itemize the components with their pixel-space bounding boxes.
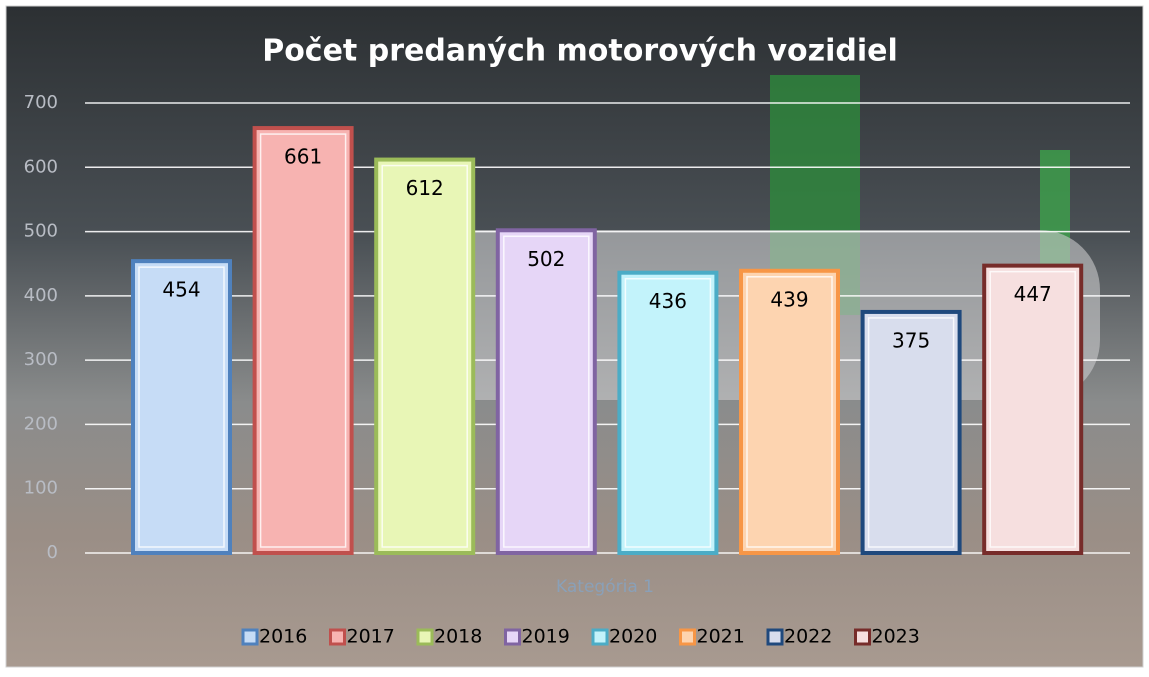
- bar: [619, 273, 716, 553]
- y-tick-label: 600: [24, 156, 58, 177]
- data-label: 612: [406, 176, 444, 200]
- data-label: 436: [649, 289, 687, 313]
- y-tick-label: 0: [47, 542, 58, 563]
- y-tick-label: 300: [24, 349, 58, 370]
- y-tick-label: 100: [24, 478, 58, 499]
- y-tick-label: 700: [24, 92, 58, 113]
- legend-swatch: [681, 630, 695, 644]
- legend-swatch: [856, 630, 870, 644]
- legend-label: 2017: [347, 626, 395, 648]
- legend-label: 2016: [259, 626, 307, 648]
- bar: [984, 266, 1081, 553]
- legend-label: 2019: [522, 626, 570, 648]
- data-label: 447: [1014, 282, 1052, 306]
- y-tick-label: 200: [24, 413, 58, 434]
- bar: [133, 261, 230, 553]
- bar: [376, 160, 473, 553]
- legend-swatch: [768, 630, 782, 644]
- bar: [498, 230, 595, 553]
- y-tick-label: 400: [24, 285, 58, 306]
- chart: Počet predaných motorových vozidiel Kate…: [0, 0, 1149, 673]
- legend-label: 2022: [784, 626, 832, 648]
- bar: [255, 128, 352, 553]
- legend-swatch: [593, 630, 607, 644]
- data-label: 661: [284, 145, 322, 169]
- chart-title: Počet predaných motorových vozidiel: [262, 34, 898, 69]
- y-tick-label: 500: [24, 221, 58, 242]
- legend-swatch: [243, 630, 257, 644]
- legend-label: 2020: [609, 626, 657, 648]
- legend-label: 2023: [872, 626, 920, 648]
- data-label: 454: [162, 278, 200, 302]
- data-label: 502: [527, 247, 565, 271]
- bar: [741, 271, 838, 553]
- legend-label: 2021: [697, 626, 745, 648]
- legend-swatch: [331, 630, 345, 644]
- legend-swatch: [418, 630, 432, 644]
- data-label: 439: [770, 287, 808, 311]
- legend-swatch: [506, 630, 520, 644]
- legend-label: 2018: [434, 626, 482, 648]
- data-label: 375: [892, 328, 930, 352]
- x-axis-category: Kategória 1: [556, 577, 654, 597]
